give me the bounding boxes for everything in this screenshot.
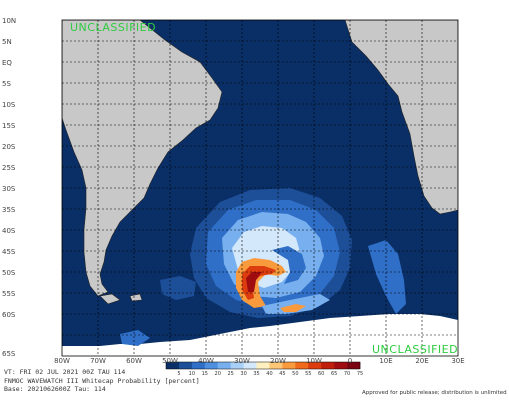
colorbar-swatch (256, 362, 270, 369)
valid-time-line: VT: FRI 02 JUL 2021 00Z TAU 114 (4, 368, 126, 376)
colorbar-swatch (282, 362, 296, 369)
lon-label-60w: 60W (126, 357, 142, 365)
lat-label-15s: 15S (2, 122, 16, 130)
lon-label-50w: 50W (162, 357, 178, 365)
colorbar-swatch (243, 362, 257, 369)
colorbar-tick-label: 5 (177, 371, 180, 377)
colorbar-tick-label: 45 (279, 371, 285, 377)
classification-top: UNCLASSIFIED (70, 21, 157, 34)
lon-label-20e: 20E (415, 357, 429, 365)
graticule (62, 20, 458, 356)
colorbar-tick-label: 35 (253, 371, 259, 377)
lon-label-10e: 10E (379, 357, 393, 365)
whitecap-core-darkred (246, 272, 262, 292)
colorbar-tick-label: 30 (240, 371, 246, 377)
lon-label-20w: 20W (270, 357, 286, 365)
colorbar-tick-label: 55 (305, 371, 311, 377)
lat-label-5n: 5N (2, 38, 12, 46)
colorbar-tick-label: 65 (331, 371, 337, 377)
colorbar-swatch (308, 362, 322, 369)
lon-label-40w: 40W (198, 357, 214, 365)
lon-label-80w: 80W (54, 357, 70, 365)
whitecap-eastern-plume (368, 240, 406, 314)
lat-label-55s: 55S (2, 290, 16, 298)
map-border (61, 19, 459, 357)
lat-label-35s: 35S (2, 206, 16, 214)
lat-label-50s: 50S (2, 269, 16, 277)
colorbar-swatch (178, 362, 193, 369)
lat-label-20s: 20S (2, 143, 16, 151)
lon-label-0: 0 (347, 357, 353, 365)
product-title-line: FNMOC WAVEWATCH III Whitecap Probability… (4, 376, 200, 385)
whitecap-southern-arm-hot (280, 304, 306, 312)
colorbar: 5 10 15 20 25 30 35 40 45 50 55 60 65 70 75 (165, 361, 363, 377)
colorbar-tick-label: 60 (318, 371, 324, 377)
colorbar-tick-label: 10 (189, 371, 195, 377)
colorbar-tick-label: 20 (215, 371, 221, 377)
colorbar-swatch (204, 362, 219, 369)
lat-label-30s: 30S (2, 185, 16, 193)
lon-label-70w: 70W (90, 357, 106, 365)
whitecap-west-patch (160, 276, 196, 300)
colorbar-swatch (230, 362, 244, 369)
colorbar-swatch (334, 362, 348, 369)
colorbar-swatch (321, 362, 335, 369)
colorbar-tick-label: 40 (266, 371, 272, 377)
lat-label-10s: 10S (2, 101, 16, 109)
colorbar-swatch (217, 362, 231, 369)
colorbar-swatch (295, 362, 309, 369)
lat-label-40s: 40S (2, 227, 16, 235)
falkland-islands (129, 293, 143, 302)
africa-landmass (344, 20, 458, 215)
colorbar-tick-label: 70 (344, 371, 350, 377)
colorbar-tick-label: 50 (292, 371, 298, 377)
base-time-line: Base: 2021062600Z Tau: 114 (4, 385, 106, 394)
lon-label-10w: 10W (306, 357, 322, 365)
colorbar-tick-label: 25 (227, 371, 233, 377)
lat-label-60s: 60S (2, 311, 16, 319)
product-info: VT: FRI 02 JUL 2021 00Z TAU 114 FNMOC WA… (4, 368, 200, 394)
lon-label-30w: 30W (234, 357, 250, 365)
classification-bottom: UNCLASSIFIED (372, 343, 459, 356)
colorbar-swatch (166, 362, 180, 369)
swirl-gap (272, 246, 306, 284)
colorbar-tick-label: 15 (202, 371, 208, 377)
whitecap-west-patch-2 (120, 330, 150, 346)
lat-label-5s: 5S (2, 80, 11, 88)
tierra-del-fuego (99, 293, 121, 305)
colorbar-tick-label: 75 (357, 371, 363, 377)
lat-label-65s: 65S (2, 350, 16, 358)
lat-label-eq: EQ (2, 59, 12, 67)
lat-label-10n: 10N (2, 17, 17, 25)
lon-label-30e: 30E (451, 357, 465, 365)
colorbar-swatch (347, 362, 361, 369)
lat-label-25s: 25S (2, 164, 16, 172)
lat-label-45s: 45S (2, 248, 16, 256)
release-disclaimer: Approved for public release; distributio… (362, 390, 507, 396)
colorbar-border (165, 361, 361, 370)
south-america-landmass (62, 20, 223, 297)
colorbar-swatch (269, 362, 283, 369)
colorbar-swatch (191, 362, 206, 369)
